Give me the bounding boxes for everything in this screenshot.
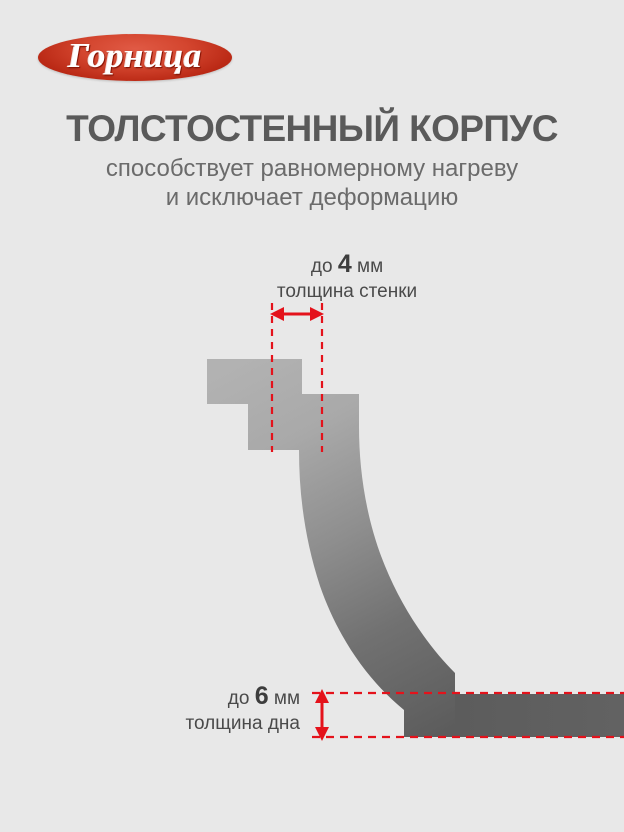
- page-title: ТОЛСТОСТЕННЫЙ КОРПУС: [66, 108, 558, 149]
- bottom-thickness-prefix: до: [227, 688, 250, 709]
- pan-body-shape: [207, 359, 624, 737]
- bottom-thickness-label: толщина дна: [185, 713, 300, 734]
- wall-thickness-annotation: до 4 мм толщина стенки: [0, 252, 624, 304]
- logo-text: Горница: [68, 36, 202, 75]
- wall-thickness-unit: мм: [357, 256, 384, 277]
- page-subtitle: способствует равномерному нагреву и искл…: [0, 154, 624, 212]
- page-subtitle-line-2: и исключает деформацию: [165, 184, 459, 211]
- wall-thickness-arrowhead-right: [310, 307, 324, 321]
- bottom-thickness-arrowhead-top: [315, 689, 329, 703]
- wall-thickness-prefix: до: [310, 256, 333, 277]
- wall-thickness-value: 4: [337, 250, 352, 278]
- page-subtitle-line-1: способствует равномерному нагреву: [105, 155, 519, 182]
- bottom-thickness-value: 6: [254, 682, 269, 710]
- wall-thickness-label: толщина стенки: [276, 281, 418, 302]
- bottom-thickness-arrowhead-bottom: [315, 727, 329, 741]
- brand-logo: Горница: [30, 26, 240, 88]
- pan-base-bar: [455, 694, 624, 737]
- bottom-thickness-annotation: до 6 мм толщина дна: [140, 684, 300, 736]
- bottom-thickness-value-line: до 6 мм: [140, 684, 300, 711]
- bottom-thickness-unit: мм: [273, 688, 300, 709]
- logo-ellipse-shape: [38, 34, 232, 81]
- wall-thickness-value-line: до 4 мм: [0, 252, 624, 279]
- wall-thickness-arrowhead-left: [270, 307, 284, 321]
